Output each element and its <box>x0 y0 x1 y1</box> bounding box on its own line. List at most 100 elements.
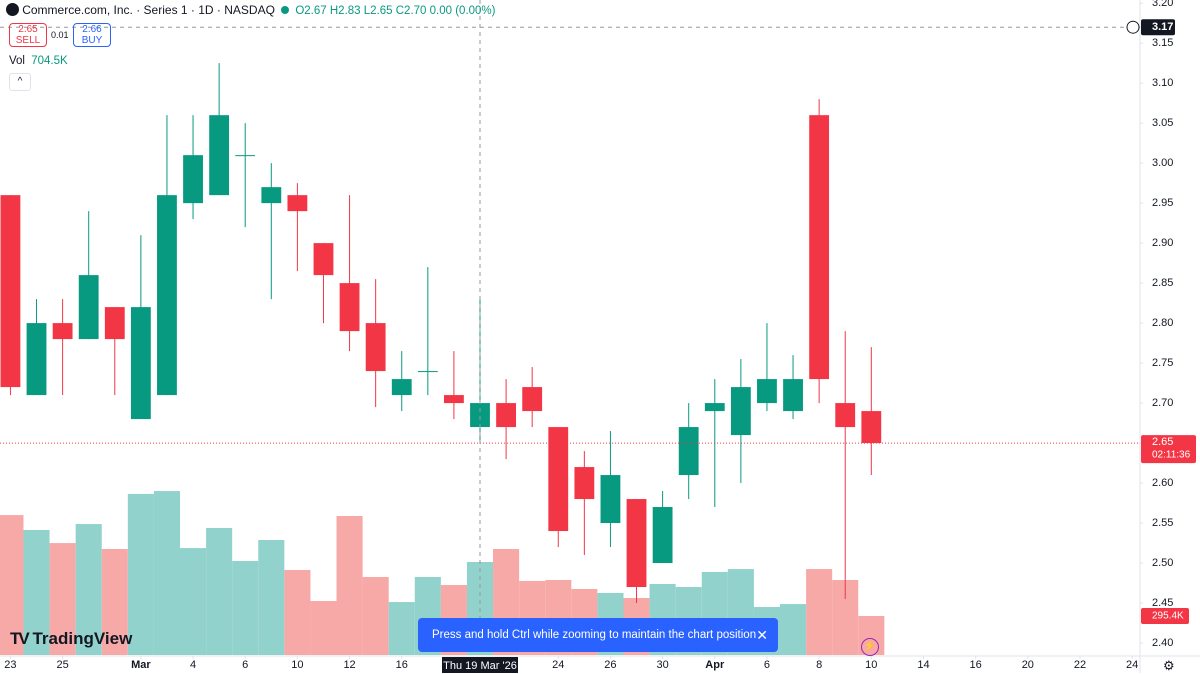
candle-body <box>757 379 777 404</box>
y-tick-label: 2.45 <box>1152 597 1173 609</box>
x-tick-label: 16 <box>396 659 408 671</box>
y-tick-label: 2.75 <box>1152 357 1173 369</box>
y-tick-label: 2.90 <box>1152 237 1173 249</box>
volume-badge-label: 295.4K <box>1152 611 1184 622</box>
x-tick-label: 30 <box>656 659 668 671</box>
ohlc-low: L2.65 <box>363 5 393 17</box>
x-tick-label: 22 <box>1074 659 1086 671</box>
candle-body <box>626 499 647 588</box>
volume-label: Vol <box>9 55 25 67</box>
volume-bar <box>0 515 24 655</box>
x-tick-label: 23 <box>4 659 16 671</box>
buy-button[interactable]: 2.66 BUY <box>73 23 111 47</box>
x-tick-label: 24 <box>1126 659 1138 671</box>
sell-label: SELL <box>15 35 41 46</box>
y-tick-label: 3.00 <box>1152 157 1173 169</box>
toast-text: Press and hold Ctrl while zooming to mai… <box>432 629 757 641</box>
volume-bar <box>49 543 76 655</box>
y-tick-label: 3.10 <box>1152 77 1173 89</box>
x-tick-label: Mar <box>131 659 151 671</box>
spread: 0.01 <box>51 30 69 40</box>
ohlc-close: C2.70 <box>395 5 427 17</box>
ohlc-high: H2.83 <box>329 5 361 17</box>
x-tick-label: 4 <box>190 659 196 671</box>
candle-body <box>261 187 282 204</box>
market-status <box>281 6 290 14</box>
candle-body <box>600 475 621 524</box>
candle-body <box>209 115 230 196</box>
tradingview-logo: TV TradingView <box>10 629 133 648</box>
candle-body <box>130 307 151 420</box>
y-tick-label: 2.85 <box>1152 277 1173 289</box>
x-tick-label: 26 <box>604 659 616 671</box>
crosshair-price-badge <box>1141 19 1175 36</box>
y-tick-label: 2.50 <box>1152 557 1173 569</box>
add-alert-icon <box>1126 20 1140 34</box>
volume-bar <box>127 493 154 655</box>
ohlc-change: 0.00 (0.00%) <box>429 5 496 17</box>
sell-price: 2.65 <box>18 24 38 35</box>
volume-legend: Vol 704.5K <box>9 55 68 67</box>
volume-bar <box>232 561 259 655</box>
y-tick-label: 2.60 <box>1152 477 1173 489</box>
candle-body <box>52 323 73 340</box>
candle-body <box>496 403 516 428</box>
volume-bar <box>75 524 102 655</box>
volume-bar <box>101 549 128 655</box>
ohlc-open: O2.67 <box>295 5 327 17</box>
y-tick-label: 3.20 <box>1152 0 1173 9</box>
event-icon[interactable]: ⚡ <box>861 638 879 656</box>
sell-button[interactable]: 2.65 SELL <box>9 23 47 47</box>
candle-body <box>183 155 203 204</box>
x-tick-label: 6 <box>764 659 770 671</box>
candle-body <box>548 427 569 532</box>
axes: 3.20 3.15 3.10 3.05 3.00 2.95 2.90 2.85 2.80 2.75… <box>4 0 1196 673</box>
x-tick-label: 10 <box>865 659 877 671</box>
candle-body <box>652 507 673 564</box>
candle-body <box>470 403 490 428</box>
x-tick-label: 6 <box>242 659 248 671</box>
volume-bar <box>284 569 311 655</box>
volume-bar <box>153 491 180 655</box>
y-tick-label: 2.80 <box>1152 317 1173 329</box>
buy-label: BUY <box>81 35 103 46</box>
collapse-button[interactable]: ^ <box>9 73 31 91</box>
toast-close[interactable]: ✕ <box>756 627 768 643</box>
candle-body <box>835 403 856 428</box>
volume-bar <box>23 529 50 655</box>
volume-bar <box>806 569 833 655</box>
x-tick-label: 16 <box>970 659 982 671</box>
candle-body <box>809 115 830 380</box>
candle-body <box>417 371 438 373</box>
volume-bar <box>336 516 363 655</box>
volume-bar <box>780 604 807 655</box>
candle-body <box>313 243 334 276</box>
candle-body <box>522 387 543 412</box>
candle-body <box>235 155 256 157</box>
symbol-logo <box>6 3 19 16</box>
settings-icon[interactable]: ⚙ <box>1163 658 1175 673</box>
crosshair-price-label: 3.17 <box>1152 21 1173 33</box>
crosshair-date-label: Thu 19 Mar '26 <box>443 660 517 672</box>
volume-badge <box>1141 608 1189 625</box>
x-tick-label: Apr <box>705 659 725 671</box>
x-tick-label: 24 <box>552 659 564 671</box>
y-tick-label: 2.55 <box>1152 517 1173 529</box>
y-tick-label: 2.70 <box>1152 397 1173 409</box>
candle-body <box>78 275 99 340</box>
plot-area <box>0 0 1140 655</box>
candle-body <box>0 195 21 388</box>
candle-body <box>861 411 882 444</box>
symbol-title[interactable]: Commerce.com, Inc. · Series 1 · 1D · NAS… <box>22 3 275 17</box>
volume-bar <box>206 528 233 655</box>
candle-body <box>26 323 47 396</box>
y-tick-label: 3.15 <box>1152 37 1173 49</box>
volume-bar <box>180 548 207 655</box>
crosshair-date-badge <box>442 657 518 673</box>
candle-body <box>104 307 125 340</box>
candle-body <box>783 379 803 412</box>
volume-value: 704.5K <box>31 55 68 67</box>
candle-body <box>391 379 412 396</box>
volume-bar <box>310 601 337 655</box>
